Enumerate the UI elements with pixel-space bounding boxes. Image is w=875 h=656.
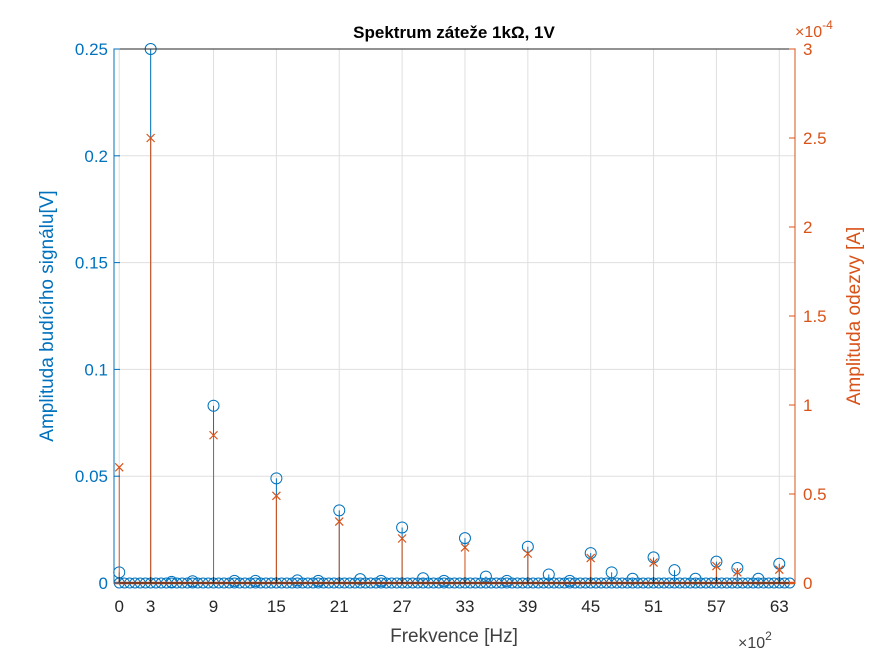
x-tick-label: 27 bbox=[393, 597, 412, 616]
current-x-marker bbox=[334, 517, 344, 527]
voltage-circle-marker bbox=[228, 574, 241, 587]
right-tick-label: 0.5 bbox=[803, 485, 827, 504]
left-tick-label: 0.15 bbox=[75, 254, 108, 273]
voltage-circle-marker bbox=[375, 574, 388, 587]
right-tick-label: 3 bbox=[803, 40, 812, 59]
current-x-marker bbox=[711, 561, 721, 571]
voltage-circle-marker bbox=[542, 568, 555, 581]
current-x-marker bbox=[774, 565, 784, 575]
x-tick-label: 33 bbox=[456, 597, 475, 616]
right-tick-label: 1.5 bbox=[803, 307, 827, 326]
x-axis-multiplier: ×102 bbox=[738, 629, 772, 652]
right-tick-label: 1 bbox=[803, 396, 812, 415]
current-x-marker bbox=[460, 542, 470, 552]
voltage-circle-marker bbox=[563, 574, 576, 587]
voltage-circle-marker bbox=[521, 540, 534, 553]
right-tick-label: 2.5 bbox=[803, 129, 827, 148]
left-tick-label: 0 bbox=[99, 574, 108, 593]
x-tick-label: 63 bbox=[770, 597, 789, 616]
voltage-circle-marker bbox=[354, 573, 367, 586]
voltage-circle-marker bbox=[500, 574, 513, 587]
current-x-marker bbox=[397, 534, 407, 543]
left-tick-label: 0.1 bbox=[84, 360, 108, 379]
x-tick-label: 21 bbox=[330, 597, 349, 616]
axes: 0 3 9 15 21 27 33 39 45 51 57 6300.050.10.150.20.25… bbox=[75, 40, 827, 616]
voltage-circle-marker bbox=[668, 564, 681, 577]
current-x-marker bbox=[586, 553, 596, 563]
x-tick-label: 3 bbox=[146, 597, 155, 616]
current-x-marker bbox=[209, 430, 218, 440]
voltage-circle-marker bbox=[312, 574, 325, 587]
voltage-circle-marker bbox=[207, 399, 220, 412]
left-tick-label: 0.2 bbox=[84, 147, 108, 166]
x-tick-label: 57 bbox=[707, 597, 726, 616]
x-tick-label: 45 bbox=[581, 597, 600, 616]
right-axis-multiplier-exp: -4 bbox=[822, 18, 833, 32]
voltage-circle-marker bbox=[186, 575, 199, 588]
x-axis-label: Frekvence [Hz] bbox=[390, 626, 518, 647]
voltage-circle-marker bbox=[249, 574, 262, 587]
voltage-circle-marker bbox=[396, 521, 409, 534]
voltage-circle-marker bbox=[270, 472, 283, 485]
right-axis-multiplier-base: ×10 bbox=[795, 24, 822, 41]
x-tick-label: 39 bbox=[518, 597, 537, 616]
right-axis-multiplier: ×10-4 bbox=[795, 18, 833, 41]
voltage-circle-marker bbox=[605, 566, 618, 579]
voltage-circle-marker bbox=[438, 574, 451, 587]
voltage-circle-marker bbox=[458, 532, 471, 545]
x-axis-multiplier-exp: 2 bbox=[765, 629, 772, 643]
left-tick-label: 0.25 bbox=[75, 40, 108, 59]
x-tick-label: 51 bbox=[644, 597, 663, 616]
current-x-marker bbox=[523, 549, 533, 559]
x-tick-label: 15 bbox=[267, 597, 286, 616]
current-x-marker bbox=[114, 462, 124, 472]
right-tick-label: 2 bbox=[803, 218, 812, 237]
left-tick-label: 0.05 bbox=[75, 467, 108, 486]
left-axis-label: Amplituda budícího signálu[V] bbox=[37, 190, 58, 441]
current-x-marker bbox=[146, 133, 156, 143]
x-tick-label: 9 bbox=[209, 597, 218, 616]
right-tick-label: 0 bbox=[803, 574, 812, 593]
current-x-marker bbox=[649, 558, 658, 567]
current-x-marker bbox=[732, 567, 742, 577]
right-axis-label: Amplituda odezvy [A] bbox=[844, 227, 865, 405]
current-x-marker bbox=[271, 491, 281, 501]
chart-title: Spektrum záteže 1kΩ, 1V bbox=[353, 23, 555, 42]
voltage-circle-marker bbox=[333, 504, 346, 517]
voltage-circle-marker bbox=[291, 574, 304, 587]
x-axis-multiplier-base: ×10 bbox=[738, 635, 765, 652]
x-tick-label: 0 bbox=[115, 597, 124, 616]
